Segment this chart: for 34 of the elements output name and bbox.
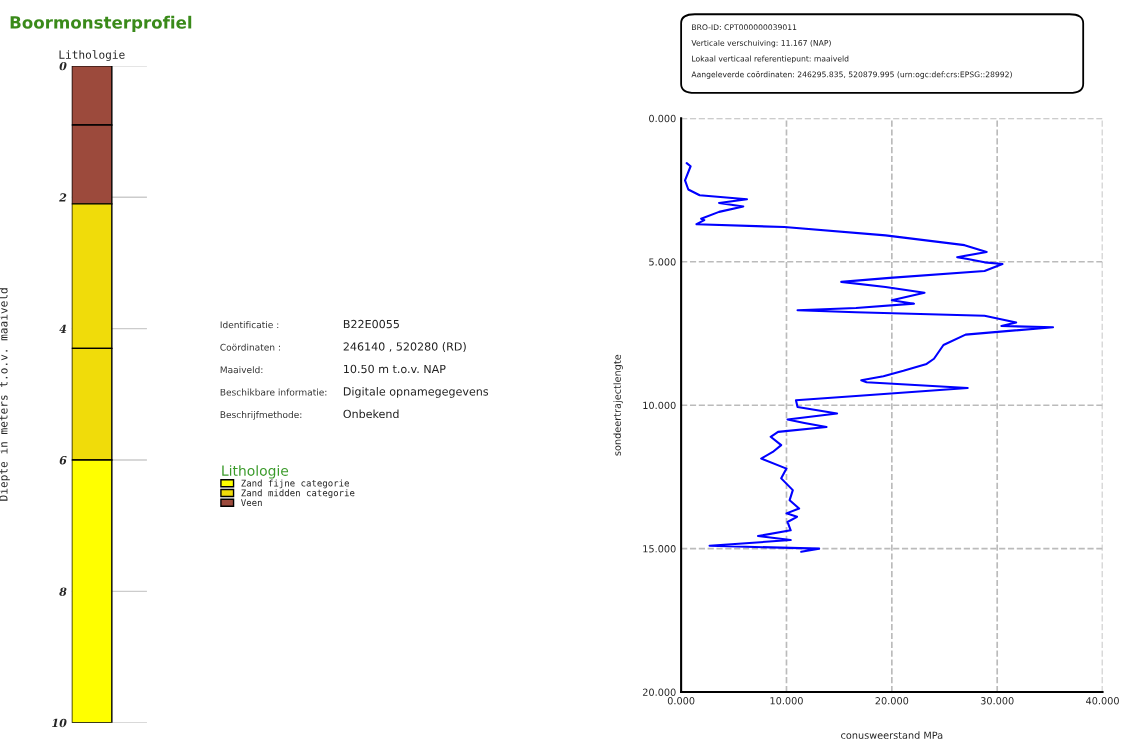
- chart-title: Boormonsterprofiel: [10, 15, 192, 32]
- text: Identificatie :: [220, 321, 279, 329]
- legend-label: Zand midden categorie: [241, 489, 355, 499]
- y-tick-label: 5.000: [649, 258, 676, 266]
- legend-label: Veen: [241, 499, 262, 507]
- x-tick-label: 20.000: [875, 697, 909, 705]
- y-tick-label: 15.000: [643, 545, 676, 553]
- legend-label: Zand fijne categorie: [241, 479, 349, 489]
- text: Beschikbare informatie:: [220, 388, 327, 396]
- y-tick-label: 6: [59, 456, 67, 465]
- y-tick-label: 2: [59, 193, 67, 202]
- y-tick-label: 0.000: [649, 114, 676, 123]
- y-tick-label: 10.000: [643, 401, 676, 410]
- legend-title: Lithologie: [222, 465, 289, 479]
- text: Beschrijfmethode:: [220, 411, 302, 420]
- text: Coördinaten :: [220, 343, 280, 351]
- text: 10.50 m t.o.v. NAP: [344, 364, 446, 374]
- y-tick-label: 20.000: [642, 688, 676, 696]
- x-tick-label: 40.000: [1086, 697, 1119, 705]
- text: 246140 , 520280 (RD): [343, 342, 466, 352]
- line-series: [683, 162, 1055, 553]
- y-tick-label: 8: [59, 587, 67, 596]
- y-axis-title: sondeertrajectlengte: [613, 354, 623, 456]
- x-tick-label: 0.000: [667, 697, 695, 705]
- x-tick-label: 10.000: [770, 697, 803, 705]
- text: Onbekend: [343, 409, 399, 419]
- y-tick-label: 10: [52, 718, 67, 728]
- text: B22E0055: [343, 319, 399, 329]
- x-axis-title: conusweerstand MPa: [841, 731, 943, 739]
- text: Digitale opnamegegevens: [343, 387, 489, 398]
- y-tick-label: 4: [59, 324, 67, 333]
- text: Maaiveld:: [220, 366, 263, 374]
- x-tick-label: 30.000: [980, 697, 1014, 705]
- y-tick-label: 0: [59, 61, 67, 71]
